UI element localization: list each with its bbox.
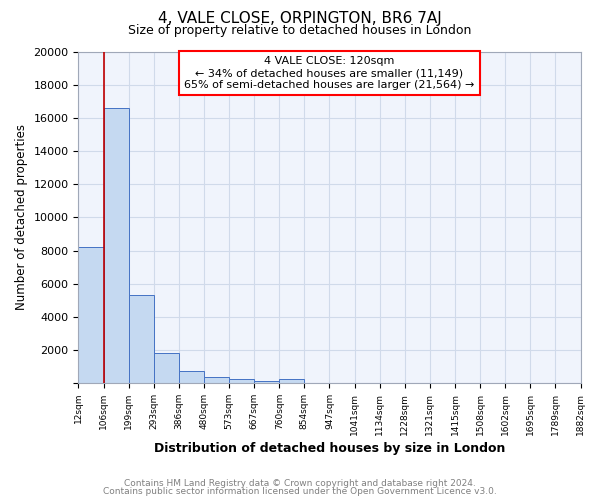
- Bar: [204, 378, 229, 383]
- Text: Size of property relative to detached houses in London: Size of property relative to detached ho…: [128, 24, 472, 37]
- Bar: [104, 108, 128, 383]
- X-axis label: Distribution of detached houses by size in London: Distribution of detached houses by size …: [154, 442, 505, 455]
- Bar: [229, 379, 254, 383]
- Bar: [79, 247, 104, 383]
- Bar: [179, 371, 204, 383]
- Text: Contains HM Land Registry data © Crown copyright and database right 2024.: Contains HM Land Registry data © Crown c…: [124, 478, 476, 488]
- Text: 4, VALE CLOSE, ORPINGTON, BR6 7AJ: 4, VALE CLOSE, ORPINGTON, BR6 7AJ: [158, 11, 442, 26]
- Bar: [279, 379, 304, 383]
- Bar: [154, 354, 179, 383]
- Text: 4 VALE CLOSE: 120sqm
← 34% of detached houses are smaller (11,149)
65% of semi-d: 4 VALE CLOSE: 120sqm ← 34% of detached h…: [184, 56, 475, 90]
- Y-axis label: Number of detached properties: Number of detached properties: [15, 124, 28, 310]
- Text: Contains public sector information licensed under the Open Government Licence v3: Contains public sector information licen…: [103, 487, 497, 496]
- Bar: [128, 296, 154, 383]
- Bar: [254, 380, 279, 383]
